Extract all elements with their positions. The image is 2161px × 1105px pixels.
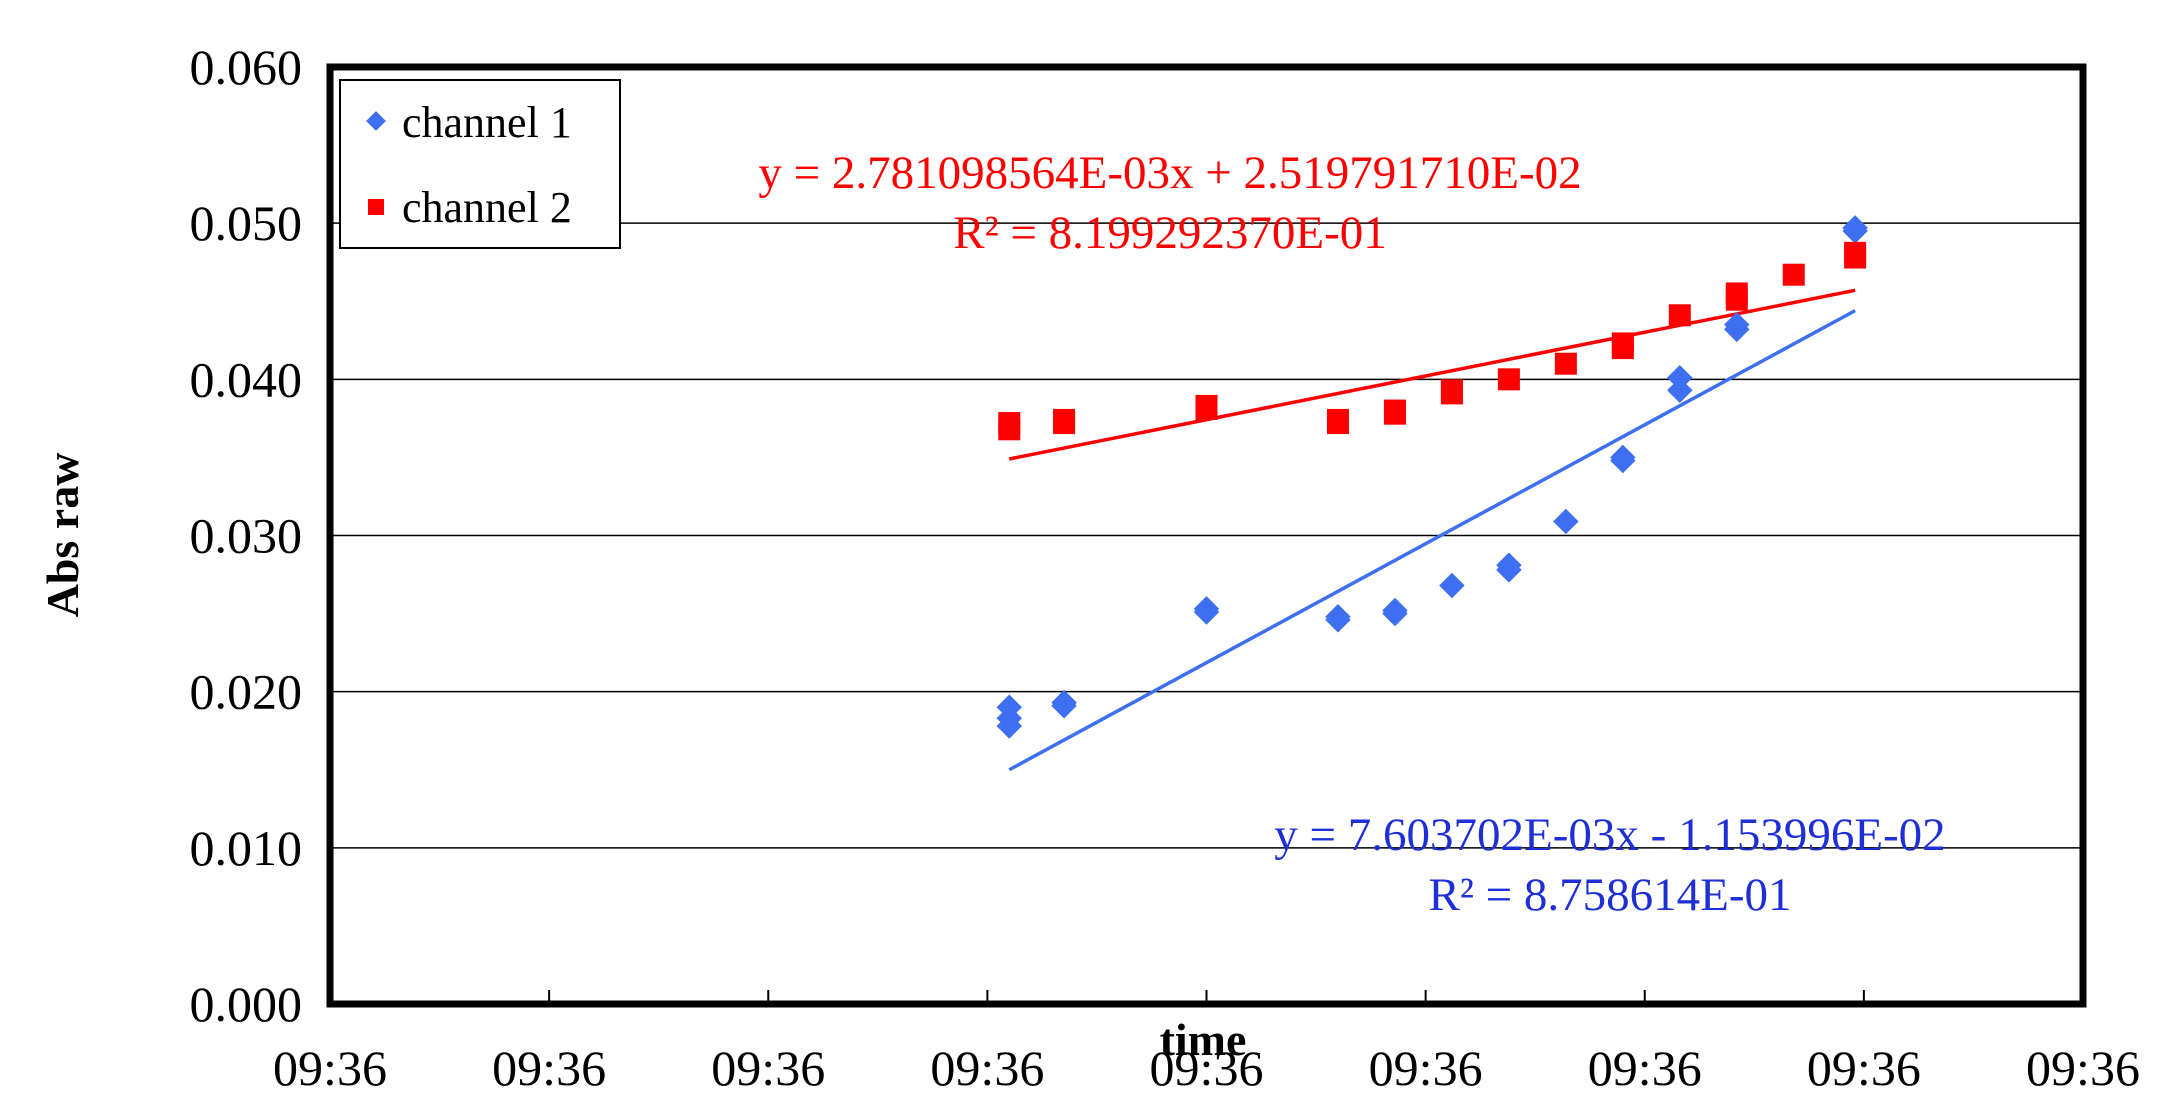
y-tick-label: 0.020: [190, 664, 303, 720]
x-tick-label: 09:36: [1807, 1040, 1921, 1096]
x-axis-tick-labels: 09:36 09:36 09:36 09:36 09:36 09:36 09:36 09:36…: [273, 1040, 2140, 1096]
point-series-1: [1553, 508, 1579, 535]
point-series-1: [1496, 557, 1522, 583]
point-series-1: [1842, 218, 1868, 244]
trendline-r2-channel-1: R² = 8.758614E-01: [1428, 869, 1791, 921]
point-series-2: [1554, 352, 1577, 375]
point-series-2: [1611, 337, 1634, 360]
point-series-2: [1440, 382, 1463, 405]
trendline-series-1: [1008, 309, 1856, 772]
x-tick-label: 09:36: [2026, 1040, 2140, 1096]
point-series-1: [1051, 692, 1077, 719]
point-series-1: [1382, 600, 1408, 627]
plot-area-frame: [326, 63, 2087, 1008]
point-series-2: [1053, 412, 1076, 435]
trendlines: [1008, 288, 1856, 772]
x-tick-label: 09:36: [1588, 1040, 1702, 1096]
point-series-2: [1725, 288, 1748, 311]
trendline-equation-channel-1: y = 7.603702E-03x - 1.153996E-02: [1274, 809, 1945, 861]
x-axis-title: time: [1160, 1014, 1247, 1065]
legend-marker-channel-1: [366, 111, 386, 131]
y-tick-label: 0.010: [190, 820, 303, 876]
point-series-2: [1668, 304, 1691, 327]
data-points: [996, 215, 1868, 739]
legend-label-channel-2: channel 2: [402, 183, 572, 232]
point-series-1: [1193, 599, 1220, 625]
y-tick-label: 0.000: [190, 976, 303, 1032]
x-tick-label: 09:36: [1150, 1040, 1264, 1096]
y-axis-tick-labels: 0.000 0.010 0.020 0.030 0.040 0.050 0.060: [190, 39, 303, 1032]
point-series-2: [1782, 263, 1805, 286]
legend-marker-channel-2: [368, 199, 384, 215]
legend-label-channel-1: channel 1: [402, 98, 572, 147]
point-series-2: [1383, 402, 1406, 425]
x-tick-label: 09:36: [273, 1040, 387, 1096]
legend-box: [339, 79, 621, 249]
y-tick-label: 0.060: [190, 39, 303, 95]
trendline-series-2: [1008, 288, 1856, 461]
point-series-1: [1325, 607, 1351, 633]
y-tick-label: 0.050: [190, 195, 303, 251]
point-series-1: [1724, 316, 1750, 343]
point-series-2: [1844, 246, 1867, 269]
y-tick-label: 0.040: [190, 351, 303, 407]
y-tick-label: 0.030: [190, 508, 303, 564]
x-tick-label: 09:36: [711, 1040, 825, 1096]
x-tick-label: 09:36: [1369, 1040, 1483, 1096]
point-series-1: [1439, 572, 1465, 599]
legend: channel 1 channel 2: [339, 79, 621, 249]
point-series-1: [1610, 447, 1636, 474]
x-tick-label: 09:36: [930, 1040, 1044, 1096]
point-series-2: [1497, 368, 1520, 391]
point-series-2: [998, 418, 1021, 441]
point-series-1: [996, 713, 1023, 739]
x-tick-label: 09:36: [492, 1040, 606, 1096]
gridlines: [330, 222, 2083, 849]
trendline-equation-channel-2: y = 2.781098564E-03x + 2.519791710E-02: [758, 147, 1581, 199]
point-series-2: [1326, 412, 1349, 435]
point-series-2: [1195, 398, 1218, 421]
y-axis-title: Abs raw: [37, 453, 88, 618]
trendline-r2-channel-2: R² = 8.199292370E-01: [953, 207, 1387, 259]
